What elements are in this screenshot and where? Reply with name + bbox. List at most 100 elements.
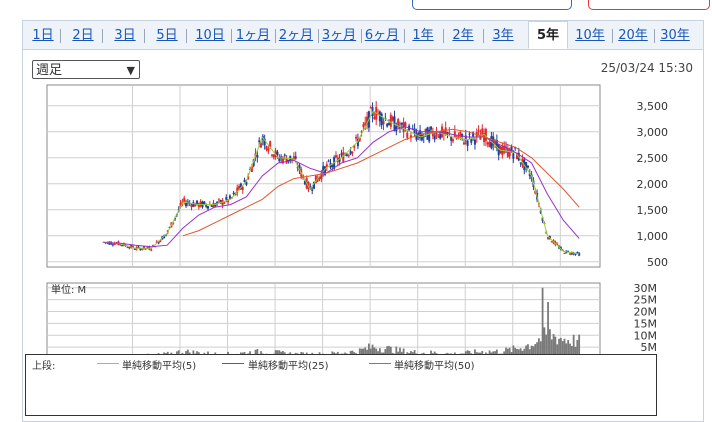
candle-body xyxy=(492,136,495,146)
volume-bar xyxy=(574,346,577,359)
candle-body xyxy=(437,136,440,138)
volume-bar xyxy=(543,327,546,359)
tab-5y[interactable]: 5年 xyxy=(528,21,568,49)
volume-bar xyxy=(369,348,372,359)
price-y-tick-label: 1,500 xyxy=(637,204,669,217)
legend-swatch-ma50 xyxy=(369,363,391,364)
volume-bar xyxy=(516,348,518,359)
tab-1m[interactable]: 1ヶ月 xyxy=(235,28,271,43)
candle-body xyxy=(556,244,559,246)
candle-body xyxy=(451,139,454,142)
candle-body xyxy=(473,139,476,145)
candle-body xyxy=(331,165,334,167)
tab-3y[interactable]: 3年 xyxy=(492,28,514,43)
candle-body xyxy=(534,190,537,194)
range-tab-bar: 1日 2日 3日 5日 10日 1ヶ月 2ヶ月 3ヶ月 6ヶ月 1年 2年 3年… xyxy=(23,21,703,50)
candle-body xyxy=(506,147,509,157)
volume-bar xyxy=(547,302,549,359)
tab-3d[interactable]: 3日 xyxy=(114,28,136,43)
volume-bar xyxy=(550,339,553,359)
legend-heading: 上段: xyxy=(32,361,56,372)
top-action-button-red[interactable] xyxy=(588,0,710,10)
volume-bar xyxy=(552,334,555,359)
volume-bar xyxy=(364,347,367,359)
candle-body xyxy=(391,117,394,121)
volume-bar xyxy=(572,334,575,359)
candle-body xyxy=(298,164,301,171)
candle-body xyxy=(464,135,467,140)
volume-bar xyxy=(532,346,535,359)
candle-body xyxy=(141,248,144,250)
candle-body xyxy=(232,192,235,194)
tab-1d[interactable]: 1日 xyxy=(32,28,54,43)
candle-body xyxy=(547,237,550,239)
volume-bar xyxy=(576,339,579,359)
candle-body xyxy=(525,162,528,169)
candle-body xyxy=(245,181,248,185)
candle-body xyxy=(413,128,416,134)
volume-bar xyxy=(378,348,381,359)
tab-1y[interactable]: 1年 xyxy=(412,28,434,43)
candle-body xyxy=(269,141,272,148)
volume-bar xyxy=(360,348,363,359)
top-action-button-blue[interactable] xyxy=(412,0,572,10)
tab-3m[interactable]: 3ヶ月 xyxy=(321,28,357,43)
volume-bar xyxy=(512,345,515,359)
candle-body xyxy=(466,140,469,146)
volume-bar xyxy=(565,343,568,359)
tab-30y[interactable]: 30年 xyxy=(660,28,690,43)
volume-bar xyxy=(570,345,573,359)
volume-y-tick-label: 5M xyxy=(641,341,658,354)
candle-body xyxy=(132,246,135,248)
price-y-tick-label: 1,000 xyxy=(637,230,669,243)
tab-10d[interactable]: 10日 xyxy=(195,28,225,43)
candle-body xyxy=(406,132,409,138)
tab-10y[interactable]: 10年 xyxy=(575,28,605,43)
volume-bar xyxy=(505,347,507,359)
candle-body xyxy=(404,122,407,127)
candle-body xyxy=(163,235,166,239)
period-select-value: 週足 xyxy=(36,63,63,78)
candle-body xyxy=(488,142,491,148)
candle-body xyxy=(281,158,284,164)
candle-body xyxy=(462,142,465,145)
candle-body xyxy=(130,245,133,248)
tab-5d[interactable]: 5日 xyxy=(156,28,178,43)
legend-swatch-ma25 xyxy=(222,363,244,364)
tab-2d[interactable]: 2日 xyxy=(72,28,94,43)
candle-body xyxy=(205,204,208,207)
tab-2m[interactable]: 2ヶ月 xyxy=(278,28,314,43)
candle-body xyxy=(519,162,522,164)
candle-body xyxy=(276,151,279,155)
candle-body xyxy=(439,131,442,139)
volume-bar xyxy=(375,348,378,359)
candle-body xyxy=(126,247,129,249)
candle-body xyxy=(152,245,155,247)
candle-body xyxy=(486,142,489,145)
candle-body xyxy=(481,128,484,136)
candle-body xyxy=(444,127,447,136)
candle-body xyxy=(111,244,114,246)
candle-body xyxy=(578,253,581,256)
candle-body xyxy=(278,158,281,162)
candle-body xyxy=(431,131,434,137)
candle-body xyxy=(199,201,202,207)
candle-body xyxy=(155,241,158,243)
candle-body xyxy=(227,199,230,203)
volume-y-tick-label: 15M xyxy=(634,317,658,330)
candle-body xyxy=(351,151,354,154)
candle-body xyxy=(484,129,487,141)
tab-2y[interactable]: 2年 xyxy=(452,28,474,43)
candle-body xyxy=(324,166,327,175)
candle-body xyxy=(212,202,215,208)
candle-body xyxy=(192,202,195,207)
tab-20y[interactable]: 20年 xyxy=(618,28,648,43)
legend-ma5: 単純移動平均(5) xyxy=(122,361,197,372)
timestamp: 25/03/24 15:30 xyxy=(600,61,693,75)
candle-body xyxy=(373,116,376,119)
period-select[interactable]: 週足 ▼ xyxy=(32,60,140,79)
volume-bar xyxy=(545,334,548,359)
candle-body xyxy=(360,131,363,133)
candle-body xyxy=(344,154,347,156)
tab-6m[interactable]: 6ヶ月 xyxy=(364,28,400,43)
